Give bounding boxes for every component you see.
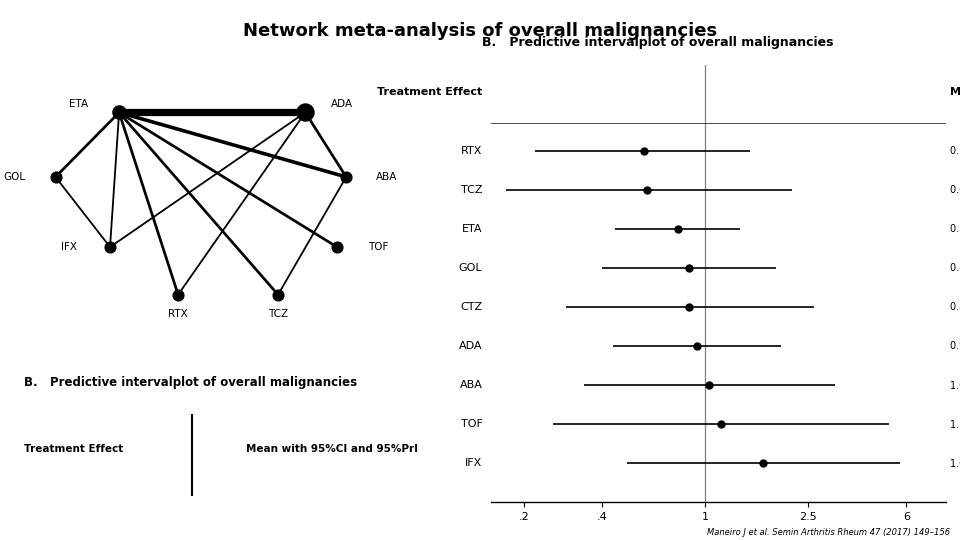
Point [103,243,118,252]
Text: RTX: RTX [461,146,483,156]
Text: 1.04 (0.34,3.17)  (0.32,3.32): 1.04 (0.34,3.17) (0.32,3.32) [950,380,960,390]
Text: 1.15 (0.26,5.15)  (0.24,5.47): 1.15 (0.26,5.15) (0.24,5.47) [950,419,960,429]
Text: Treatment Effect: Treatment Effect [377,87,483,97]
Point [111,108,127,117]
Text: 0.87 (0.40,1.89)  (0.39,1.95): 0.87 (0.40,1.89) (0.39,1.95) [950,263,960,273]
Point [48,173,63,181]
Text: Maneiro J et al. Semin Arthritis Rheum 47 (2017) 149–156: Maneiro J et al. Semin Arthritis Rheum 4… [708,528,950,537]
Text: 0.60 (0.17,2.17)  (0.16,2.28): 0.60 (0.17,2.17) (0.16,2.28) [950,185,960,195]
Text: ADA: ADA [459,341,483,351]
Point [171,291,186,299]
Text: ABA: ABA [376,172,397,182]
Text: IFX: IFX [466,458,483,468]
Text: RTX: RTX [168,309,188,319]
Text: B.   Predictive intervalplot of overall malignancies: B. Predictive intervalplot of overall ma… [24,376,357,389]
Point [298,108,313,117]
Text: Mean with 95%CI and 95%PrI: Mean with 95%CI and 95%PrI [950,87,960,97]
Text: TCZ: TCZ [461,185,483,195]
Text: Mean with 95%CI and 95%PrI: Mean with 95%CI and 95%PrI [247,444,419,454]
Text: TCZ: TCZ [268,309,288,319]
Text: Treatment Effect: Treatment Effect [24,444,123,454]
Text: B.   Predictive intervalplot of overall malignancies: B. Predictive intervalplot of overall ma… [483,37,834,50]
Text: 0.87 (0.29,2.64)  (0.28,2.75): 0.87 (0.29,2.64) (0.28,2.75) [950,302,960,312]
Text: 1.68 (0.50,5.65)  (0.48,5.92): 1.68 (0.50,5.65) (0.48,5.92) [950,458,960,468]
Text: GOL: GOL [459,263,483,273]
Text: 0.58 (0.22,1.50)  (0.21,1.56): 0.58 (0.22,1.50) (0.21,1.56) [950,146,960,156]
Text: ETA: ETA [462,224,483,234]
Text: Network meta-analysis of overall malignancies: Network meta-analysis of overall maligna… [243,22,717,39]
Text: 0.93 (0.44,1.97)  (0.43,2.03): 0.93 (0.44,1.97) (0.43,2.03) [950,341,960,351]
Text: TOF: TOF [368,242,388,252]
Text: 0.79 (0.45,1.37)  (0.44,1.40): 0.79 (0.45,1.37) (0.44,1.40) [950,224,960,234]
Text: GOL: GOL [4,172,26,182]
Point [271,291,286,299]
Point [339,173,354,181]
Text: ADA: ADA [330,99,352,109]
Point [329,243,345,252]
Text: ABA: ABA [460,380,483,390]
Text: IFX: IFX [61,242,77,252]
Text: CTZ: CTZ [460,302,483,312]
Text: ETA: ETA [69,99,87,109]
Text: TOF: TOF [461,419,483,429]
